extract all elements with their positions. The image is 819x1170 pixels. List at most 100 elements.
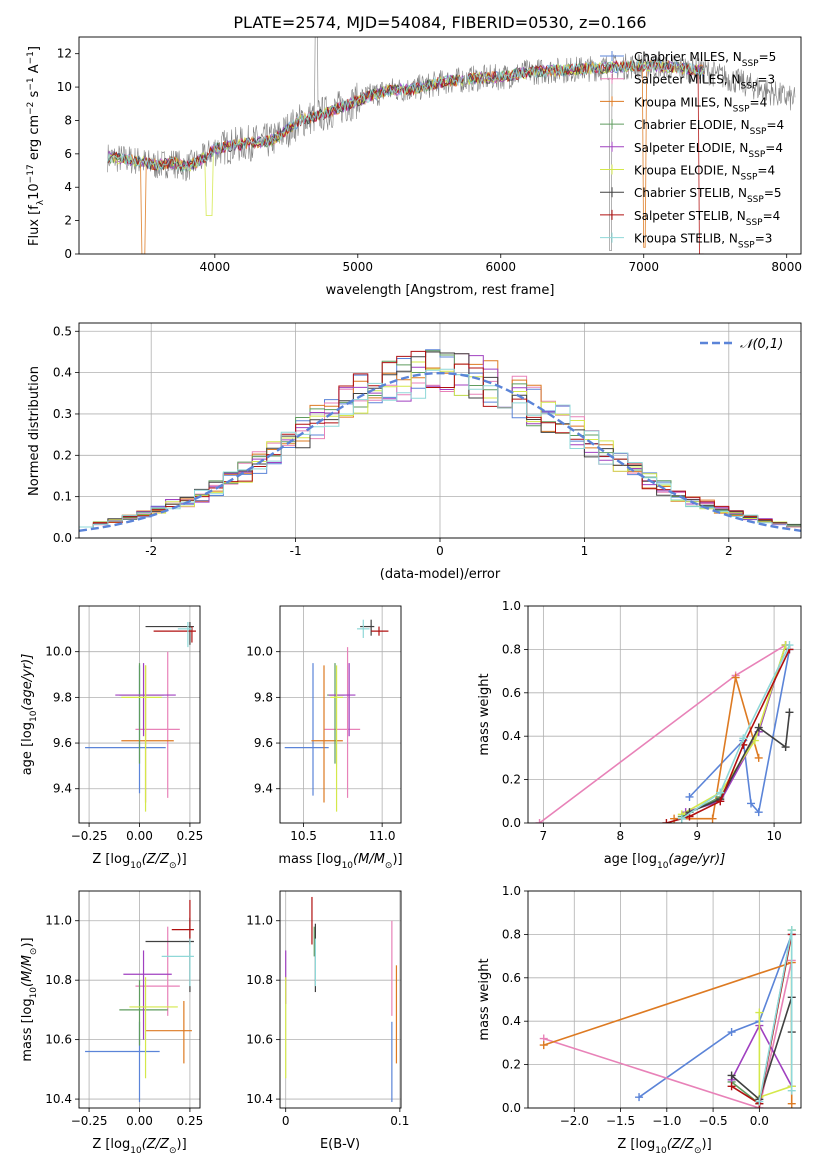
x-tick-label: −0.25 [71,1114,108,1128]
legend-entry-label-part: Chabrier MILES, N [634,50,742,64]
x-tick-label: 0.25 [177,1114,204,1128]
axes-frame [78,36,802,255]
x-tick-label: 0.00 [126,829,153,843]
y-tick-label: 10.0 [246,645,273,659]
legend-entry-label-part: =4 [763,209,781,223]
legend-entry-label-part: SSP [741,82,758,92]
mass-weight-marker [662,819,671,823]
x-axis-label-part: (age/yr)] [668,852,725,867]
y-axis-label: mass weight [477,958,492,1040]
legend-entry-label-part: Kroupa ELODIE, N [634,164,741,178]
spectrum-y-axis-label-part: A [27,64,42,77]
panel-weight_vs_Z: −2.0 −1.5 −1.0 −0.5 0.0 0.0 0.2 0.4 0.6 0.8 1.0 Z [… [477,884,802,1156]
mass-weight-marker [727,1028,736,1037]
x-tick-label: 0 [436,544,444,558]
panel-mass_vs_EBV: 0 0.1 10.4 10.6 10.8 11.0 E(B-V) [246,890,409,1152]
histogram-y-axis-label: Normed distribution [27,366,42,496]
y-tick-label: 0.2 [502,773,521,787]
x-axis-label-part: )] [177,1137,187,1152]
x-tick-label: 1 [581,544,589,558]
legend-entry-label-part: =5 [764,186,782,200]
mass-weight-line [638,934,793,1098]
axes-frame [527,605,802,824]
x-axis-label-part: 10 [130,861,142,871]
axes-frame [527,890,802,1109]
mass-weight-marker [781,743,790,752]
spectrum-x-axis-label: wavelength [Angstrom, rest frame] [326,283,555,298]
legend-entry-label: Chabrier ELODIE, NSSP=4 [634,118,784,137]
x-tick-label: 0.0 [750,1114,769,1128]
spectrum-y-axis-label-part: erg cm [27,115,42,164]
x-axis-label-part: 10 [130,1146,142,1156]
mass-weight-marker [727,1082,736,1091]
y-axis-label-part: )] [20,937,35,947]
x-axis-label-part: age [log [604,852,657,867]
y-tick-label: 0.2 [502,1058,521,1072]
x-axis-label-part: ⊙ [169,861,177,871]
y-tick-label: 0.6 [502,971,521,985]
legend-entry-label-part: SSP [738,241,755,251]
mass-weight-marker [755,1097,764,1106]
mass-weight-marker [747,799,756,808]
mass-weight-marker [787,1099,796,1108]
y-axis-label-part: (M/M [20,955,35,987]
legend-entry-label-part: =4 [766,118,784,132]
x-tick-label: 11.0 [369,829,396,843]
plot-area [107,37,796,254]
x-tick-label: 10 [766,829,781,843]
x-axis-label-part: ⊙ [385,861,393,871]
y-tick-label: 0.3 [53,407,72,421]
y-tick-label: 9.6 [254,736,273,750]
spectrum-y-axis-label-part: 10 [27,183,42,200]
legend-entry-label-part: =3 [757,73,775,87]
y-tick-label: 0.4 [502,1014,521,1028]
x-axis-label: age [log10(age/yr)] [604,852,726,871]
x-tick-label: -2 [145,544,157,558]
legend-entry-label-part: =4 [750,95,768,109]
y-tick-label: 0.4 [53,366,72,380]
x-axis-label-part: (Z/Z [142,852,170,867]
y-tick-label: 8 [64,113,72,127]
y-tick-label: 11.0 [45,914,72,928]
y-tick-label: 6 [64,147,72,161]
axes-frame [78,322,802,539]
plot-area [85,621,196,812]
x-axis-label-part: 10 [342,861,354,871]
y-tick-label: 0.2 [53,448,72,462]
spectrum-model-line [107,58,705,173]
x-tick-label: 9 [693,829,701,843]
plot-area [85,899,194,1103]
legend-entry-label: Kroupa MILES, NSSP=4 [634,95,767,114]
x-axis-label-part: )] [702,1137,712,1152]
mass-weight-line [543,961,793,1104]
y-tick-label: 0.4 [502,729,521,743]
x-tick-label: 0.25 [177,829,204,843]
y-tick-label: 4 [64,180,72,194]
axes-frame [78,890,201,1109]
spectrum-y-axis-label-part: Flux [f [27,205,42,246]
y-tick-label: 10.0 [45,645,72,659]
plot-area [79,349,801,532]
spectrum-y-axis-label-part: −1 [26,77,36,90]
y-axis-label-part: 10 [29,987,39,999]
y-tick-label: 11.0 [246,914,273,928]
panel-spectrum: 4000 5000 6000 7000 8000 0 2 4 6 8 10 12 wavelength … [26,36,802,298]
figure-title: PLATE=2574, MJD=54084, FIBERID=0530, z=0… [233,13,646,32]
x-tick-label: 8 [616,829,624,843]
mass-weight-line [543,960,793,1108]
legend-entry-label-part: =3 [755,232,773,246]
mass-weight-marker [539,1041,548,1050]
y-tick-label: 2 [64,214,72,228]
x-axis-label: Z [log10(Z/Z⊙)] [92,1137,186,1156]
x-axis-label: Z [log10(Z/Z⊙)] [92,852,186,871]
legend-entry-label-part: Kroupa MILES, N [634,95,733,109]
y-axis-label-part: ⊙ [29,948,39,956]
mass-weight-marker [785,708,794,717]
mass-weight-line [685,644,787,813]
y-axis-label: mass weight [477,673,492,755]
y-axis-label: age [log10(age/yr)] [20,654,39,776]
x-tick-label: 0.1 [390,1114,409,1128]
mass-weight-marker [754,723,763,732]
